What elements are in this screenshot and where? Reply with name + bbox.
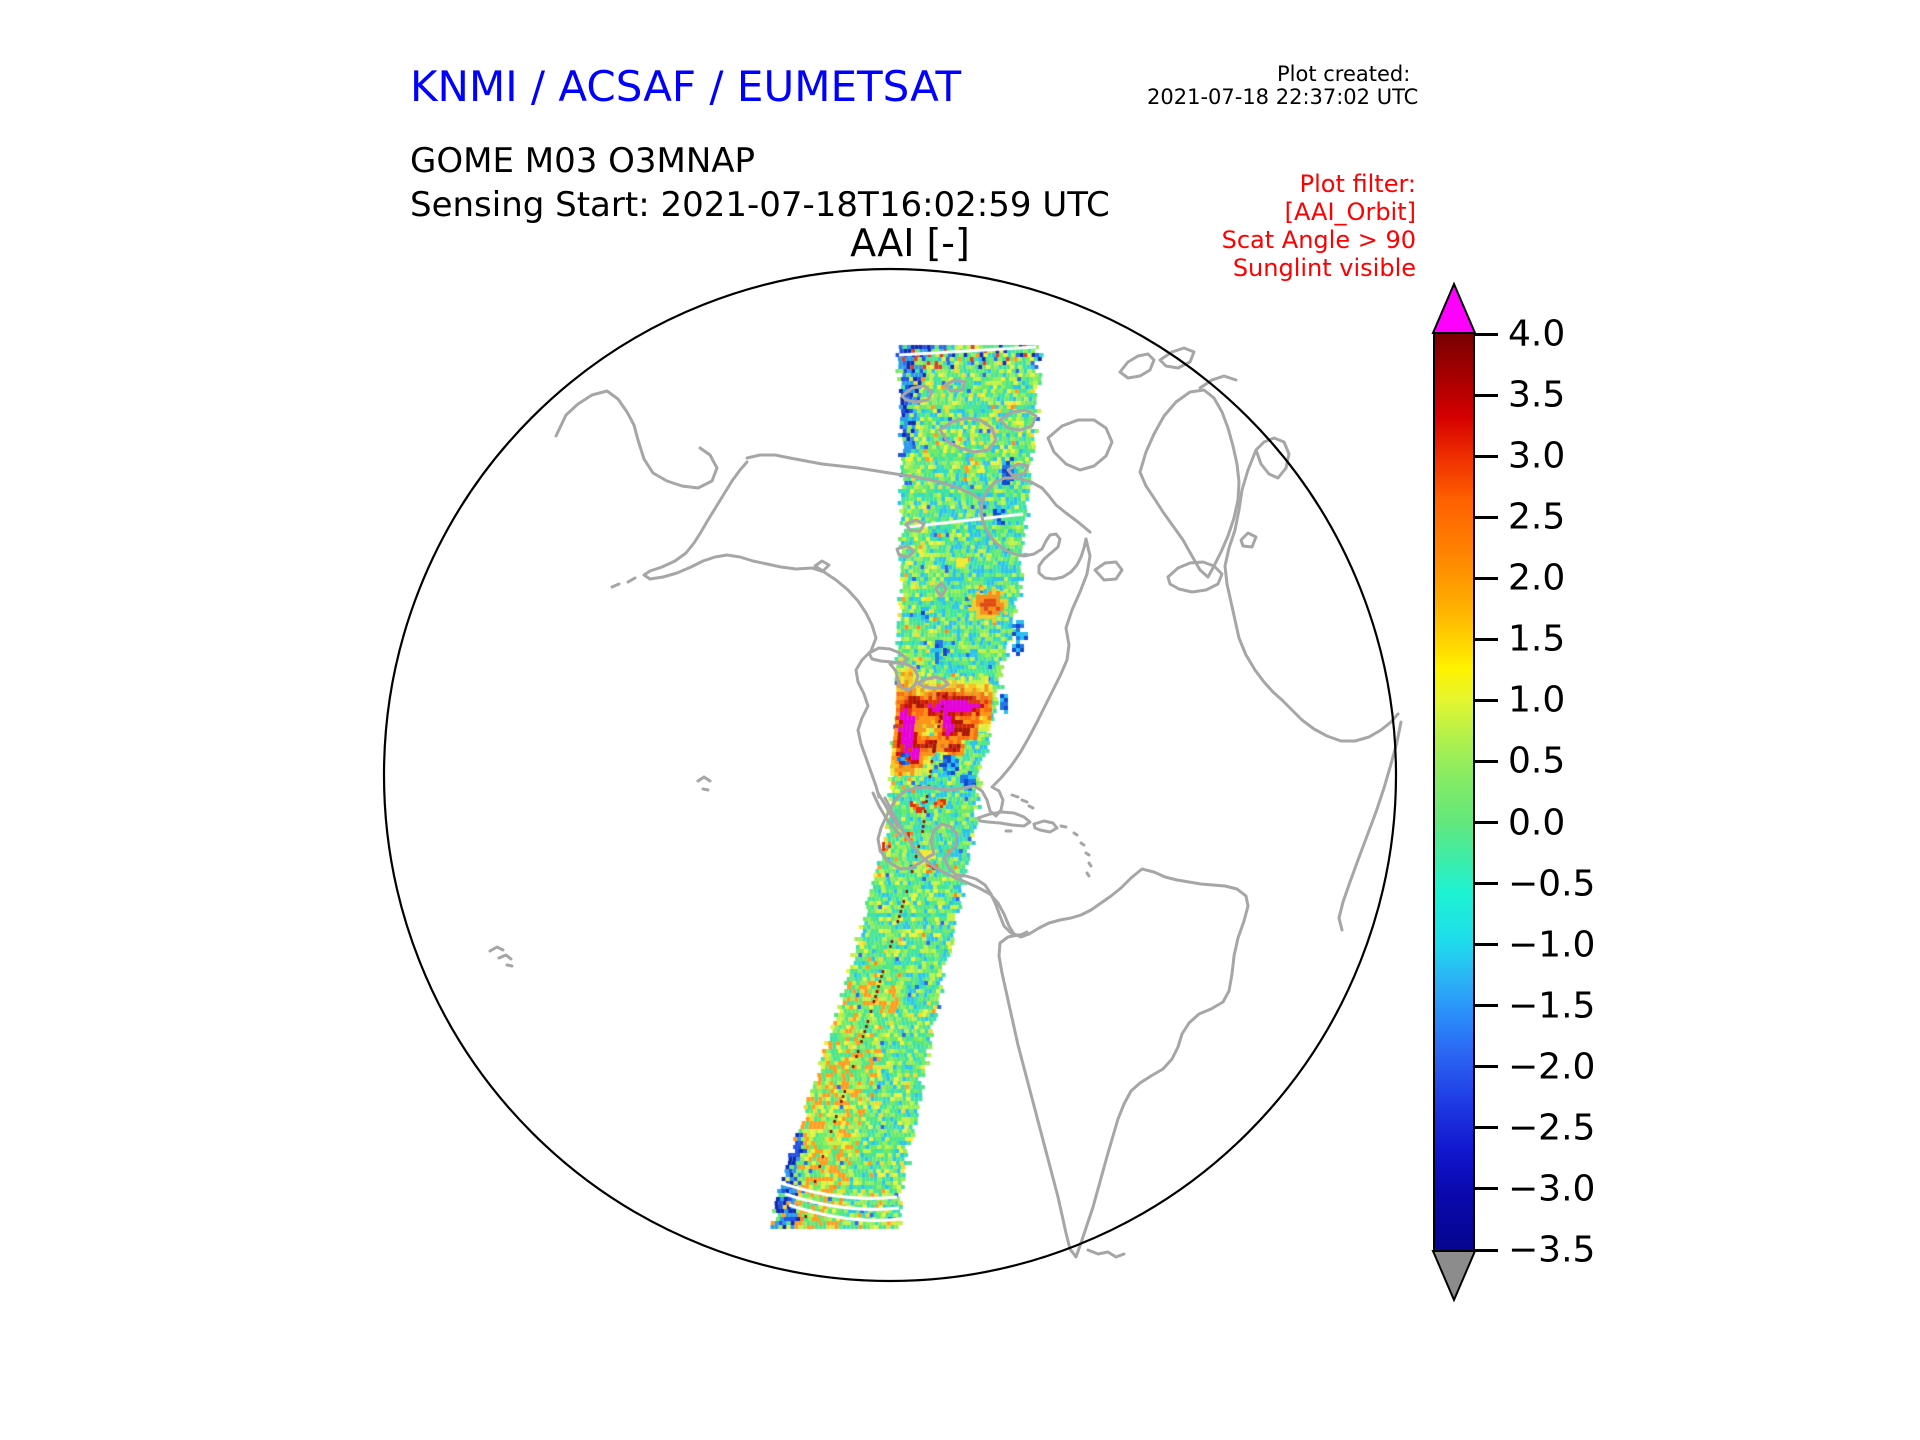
plot-created-label: Plot created: [1277, 62, 1411, 86]
plot-filter-block: Plot filter: [AAI_Orbit] Scat Angle > 90… [1222, 170, 1416, 282]
colorbar-tick-label: 0.0 [1508, 802, 1566, 844]
coastline-chukotka [554, 389, 719, 490]
colorbar-tick-label: −0.5 [1508, 863, 1596, 905]
plot-filter-line: Sunglint visible [1232, 254, 1416, 282]
colorbar-tick [1473, 943, 1498, 947]
colorbar-tick [1473, 454, 1498, 458]
colorbar-tick-label: 3.0 [1508, 435, 1566, 477]
antilles-islands [1004, 824, 1093, 878]
colorbar-tick [1473, 1126, 1498, 1130]
colorbar-tick-label: 2.0 [1508, 557, 1566, 599]
coastline-hispaniola [1032, 819, 1059, 834]
map-title: AAI [-] [850, 221, 970, 265]
colorbar-tick-label: 4.0 [1508, 313, 1566, 355]
coastline-mexico-west [883, 796, 1031, 939]
svalbard-ellesmere-islands [1118, 346, 1238, 390]
colorbar-tick [1473, 1065, 1498, 1069]
colorbar-tick [1473, 882, 1498, 886]
pacific-islands [696, 775, 712, 792]
colorbar-tick [1473, 1004, 1498, 1008]
product-name: GOME M03 O3MNAP [410, 141, 756, 181]
colorbar-tick-label: −2.5 [1508, 1107, 1596, 1149]
globe-outline [382, 267, 1398, 1283]
colorbar-over-arrow [1431, 281, 1477, 334]
colorbar-tick [1473, 332, 1498, 336]
colorbar-tick-label: 0.5 [1508, 740, 1566, 782]
colorbar-under-arrow [1431, 1250, 1477, 1303]
colorbar-tick-label: −1.5 [1508, 985, 1596, 1027]
coastline-greenland [1138, 388, 1241, 579]
colorbar-tick [1473, 576, 1498, 580]
aleutian-islands [610, 576, 637, 589]
colorbar-tick-label: 1.0 [1508, 679, 1566, 721]
colorbar-tick-label: −3.0 [1508, 1168, 1596, 1210]
coastline-british-isles [1239, 531, 1258, 549]
colorbar-tick-label: 1.5 [1508, 618, 1566, 660]
colorbar-tick [1473, 759, 1498, 763]
coastline-south-america [997, 867, 1250, 1259]
colorbar-tick [1473, 393, 1498, 397]
plot-filter-title: Plot filter: [1299, 170, 1416, 198]
colorbar-tick [1473, 637, 1498, 641]
canadian-lakes [895, 518, 948, 599]
colorbar-tick [1473, 1187, 1498, 1191]
plot-filter-line: [AAI_Orbit] [1284, 198, 1416, 226]
sensing-start: Sensing Start: 2021-07-18T16:02:59 UTC [410, 185, 1110, 225]
colorbar-tick-label: 2.5 [1508, 496, 1566, 538]
coastline-europe-africa [1223, 448, 1403, 932]
bahamas-islands [1010, 793, 1035, 810]
coastline-kodiak-island [813, 559, 831, 573]
arctic-islands [900, 378, 1114, 477]
colorbar-bar [1433, 332, 1475, 1252]
colorbar-tick-label: −2.0 [1508, 1046, 1596, 1088]
great-lakes [867, 646, 950, 692]
coastline-alaska-north [745, 453, 985, 503]
colorbar-tick [1473, 821, 1498, 825]
colorbar-tick [1473, 515, 1498, 519]
coastline-iceland [1166, 560, 1224, 594]
coastline-newfoundland [1093, 560, 1124, 582]
coastline-yucatan-central-america [929, 822, 1029, 938]
colorbar-tick-label: −1.0 [1508, 924, 1596, 966]
colorbar-tick-label: −3.5 [1508, 1229, 1596, 1271]
hawaii-islands [488, 945, 514, 968]
coastline-north-america-west [642, 460, 881, 799]
plot-created-time: 2021-07-18 22:37:02 UTC [1147, 85, 1419, 109]
plot-filter-line: Scat Angle > 90 [1221, 226, 1416, 254]
coastline-hudson-bay [979, 476, 1092, 581]
coastline-tierra-del-fuego [1086, 1248, 1126, 1259]
colorbar-tick [1473, 1248, 1498, 1252]
org-title: KNMI / ACSAF / EUMETSAT [410, 62, 962, 111]
coastline-north-america-east [876, 537, 1092, 871]
coastlines [488, 346, 1403, 1259]
colorbar-tick [1473, 698, 1498, 702]
coastline-cuba [976, 810, 1032, 828]
colorbar-tick-label: 3.5 [1508, 374, 1566, 416]
